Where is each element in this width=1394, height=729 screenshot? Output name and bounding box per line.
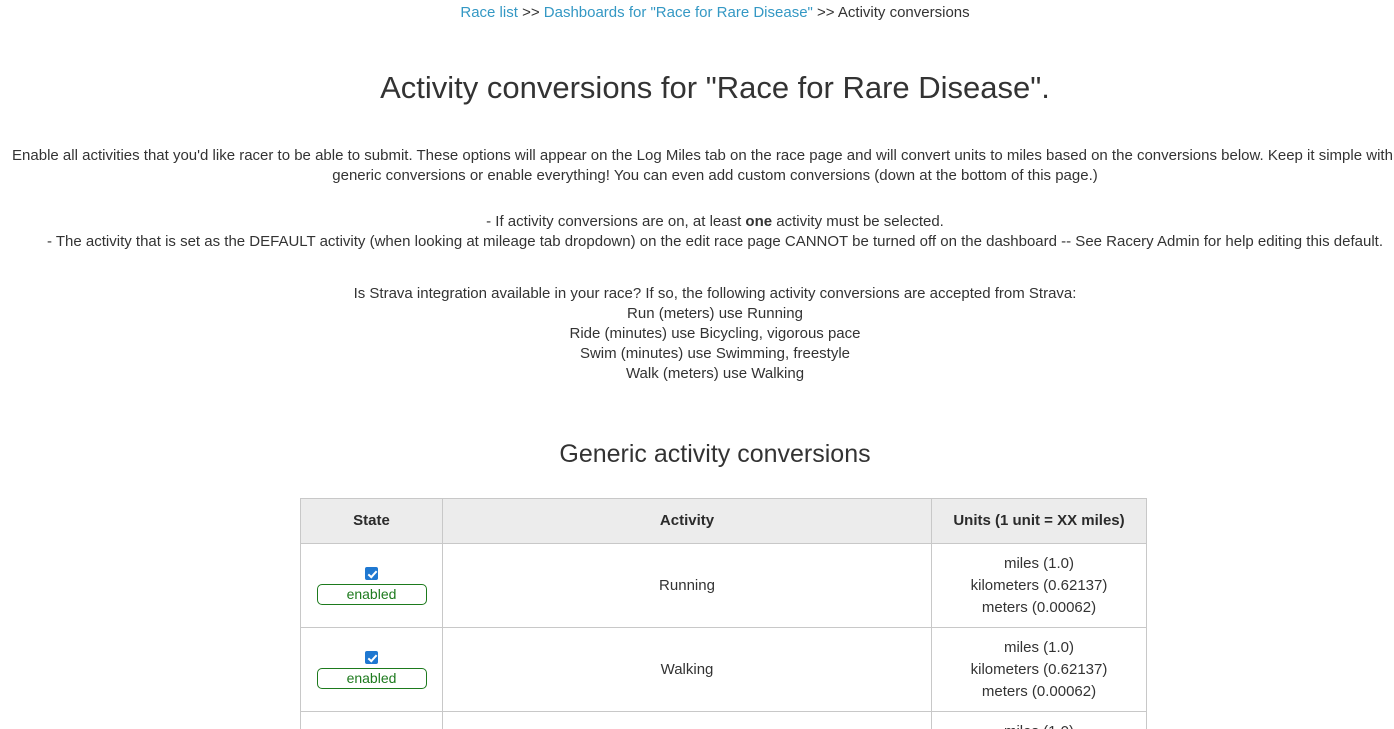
- unit-kilometers: kilometers (0.62137): [970, 660, 1108, 678]
- unit-miles: miles (1.0): [1003, 638, 1074, 656]
- note-line-1: - If activity conversions are on, at lea…: [0, 212, 1394, 232]
- breadcrumb-separator-2: >>: [817, 4, 835, 21]
- column-header-state: State: [300, 498, 443, 545]
- breadcrumb-link-dashboards[interactable]: Dashboards for "Race for Rare Disease": [543, 4, 813, 21]
- unit-miles: miles (1.0): [1003, 554, 1074, 572]
- strava-intro: Is Strava integration available in your …: [353, 285, 1077, 303]
- cell-units: miles (1.0) kilometers (0.62137) meters …: [931, 543, 1147, 629]
- table-row: enabled Running/Walking miles (1.0) kilo…: [300, 711, 1147, 729]
- state-checkbox[interactable]: [365, 650, 378, 664]
- strava-mapping-walk: Walk (meters) use Walking: [625, 364, 805, 382]
- notes-block: - If activity conversions are on, at lea…: [0, 212, 1394, 253]
- state-control-group: enabled: [307, 566, 436, 605]
- cell-state: enabled: [300, 543, 443, 629]
- note-1-emphasis: one: [745, 212, 773, 230]
- state-toggle-button[interactable]: enabled: [316, 667, 427, 689]
- unit-meters: meters (0.00062): [981, 682, 1097, 700]
- unit-kilometers: kilometers (0.62137): [970, 576, 1108, 594]
- breadcrumb-link-race-list[interactable]: Race list: [460, 4, 518, 21]
- breadcrumb: Race list >> Dashboards for "Race for Ra…: [0, 0, 1394, 24]
- cell-state: enabled: [300, 627, 443, 713]
- page-title: Activity conversions for "Race for Rare …: [380, 69, 1050, 105]
- conversions-table: State Activity Units (1 unit = XX miles)…: [300, 498, 1147, 729]
- column-header-units: Units (1 unit = XX miles): [931, 498, 1147, 545]
- intro-line-1: Enable all activities that you'd like ra…: [12, 147, 1394, 165]
- state-checkbox[interactable]: [365, 566, 378, 580]
- strava-mapping-swim: Swim (minutes) use Swimming, freestyle: [579, 344, 851, 362]
- note-line-2: - The activity that is set as the DEFAUL…: [46, 232, 1383, 250]
- cell-units: miles (1.0) kilometers (0.62137) meters …: [931, 711, 1147, 729]
- intro-line-2: generic conversions or enable everything…: [332, 166, 1098, 184]
- conversions-table-wrapper: State Activity Units (1 unit = XX miles)…: [292, 498, 1147, 729]
- state-control-group: enabled: [307, 650, 436, 689]
- cell-state: enabled: [300, 711, 443, 729]
- section-heading-generic-conversions: Generic activity conversions: [559, 439, 871, 468]
- strava-block: Is Strava integration available in your …: [0, 284, 1394, 384]
- cell-units: miles (1.0) kilometers (0.62137) meters …: [931, 627, 1147, 713]
- unit-miles: miles (1.0): [938, 721, 1140, 729]
- strava-mapping-run: Run (meters) use Running: [627, 305, 803, 323]
- breadcrumb-separator-1: >>: [522, 4, 540, 21]
- state-toggle-button[interactable]: enabled: [316, 583, 427, 605]
- note-1-post: activity must be selected.: [772, 212, 944, 230]
- cell-activity: Walking: [442, 627, 932, 713]
- cell-activity: Running: [442, 543, 932, 629]
- cell-activity: Running/Walking: [442, 711, 932, 729]
- conversions-table-body: enabled Running miles (1.0) kilometers (…: [300, 543, 1147, 729]
- breadcrumb-current-activity-conversions: Activity conversions: [837, 4, 970, 21]
- intro-paragraph: Enable all activities that you'd like ra…: [0, 146, 1394, 186]
- table-row: enabled Walking miles (1.0) kilometers (…: [300, 627, 1147, 713]
- unit-meters: meters (0.00062): [981, 598, 1097, 616]
- table-row: enabled Running miles (1.0) kilometers (…: [300, 543, 1147, 629]
- column-header-activity: Activity: [442, 498, 932, 545]
- strava-mapping-ride: Ride (minutes) use Bicycling, vigorous p…: [569, 325, 861, 343]
- note-1-pre: - If activity conversions are on, at lea…: [486, 212, 746, 230]
- table-header-row: State Activity Units (1 unit = XX miles): [300, 498, 1147, 545]
- conversions-table-head: State Activity Units (1 unit = XX miles): [300, 498, 1147, 545]
